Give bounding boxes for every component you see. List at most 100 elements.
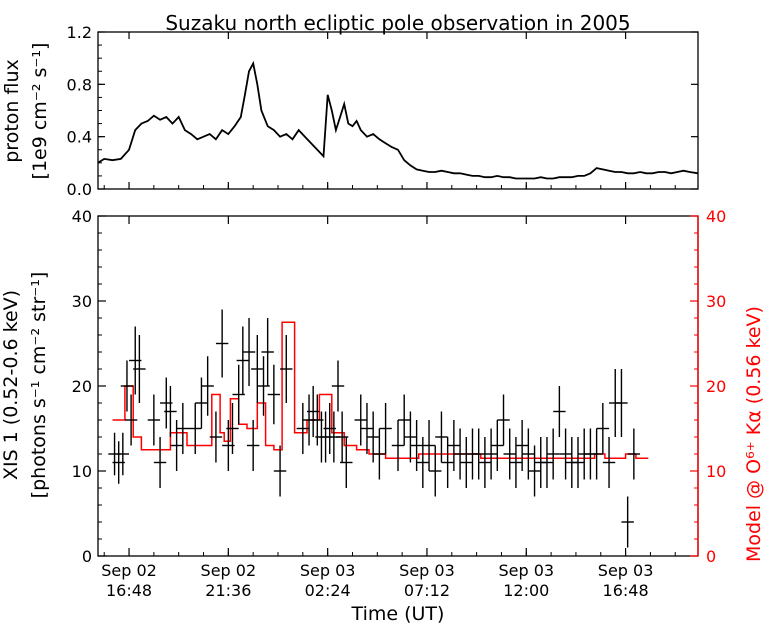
data-point <box>410 420 423 471</box>
data-point <box>404 411 417 463</box>
bottom-x-tick-label-date: Sep 03 <box>399 561 455 580</box>
data-point <box>340 437 353 488</box>
data-point <box>296 403 310 454</box>
x-axis-label: Time (UT) <box>351 603 445 625</box>
data-point <box>354 394 367 446</box>
data-point <box>261 318 274 386</box>
data-point <box>447 420 461 471</box>
data-point <box>491 420 504 471</box>
data-point <box>209 411 223 463</box>
bottom-right-y-tick-label: 0 <box>706 547 716 566</box>
data-point <box>478 437 492 488</box>
top-panel-frame <box>97 31 699 190</box>
bottom-x-tick-label-time: 02:24 <box>305 581 351 600</box>
data-point <box>515 420 529 471</box>
data-point <box>422 420 436 471</box>
data-point <box>522 428 535 480</box>
bottom-x-tick-label-date: Sep 02 <box>101 561 157 580</box>
bottom-left-y-tick-label: 10 <box>72 462 92 481</box>
bottom-right-y-label: Model @ O⁶⁺ Kα (0.56 keV) <box>743 306 765 562</box>
xis-data-points <box>108 309 641 548</box>
data-point <box>246 420 260 471</box>
data-point <box>366 411 380 463</box>
bottom-x-tick-label-time: 16:48 <box>603 581 649 600</box>
data-point <box>627 428 641 480</box>
bottom-x-tick-label-time: 16:48 <box>106 581 152 600</box>
top-y-ticks: 0.0 0.4 0.8 1.2 <box>67 23 698 199</box>
data-point <box>116 432 130 476</box>
data-point <box>398 394 411 446</box>
data-point <box>124 394 138 446</box>
bottom-y-label-line1: XIS 1 (0.52-0.6 keV) <box>0 290 22 480</box>
top-y-label-line1: proton flux <box>1 59 23 163</box>
bottom-panel-frame <box>97 215 699 557</box>
data-point <box>280 335 293 403</box>
data-point <box>176 403 190 454</box>
data-point <box>170 420 183 471</box>
data-point <box>546 428 560 480</box>
bottom-left-y-tick-label: 20 <box>72 377 92 396</box>
data-point <box>509 437 523 488</box>
bottom-right-y-tick-label: 10 <box>706 462 726 481</box>
top-x-ticks <box>103 32 676 189</box>
top-y-tick-label: 0.4 <box>67 128 92 147</box>
data-point <box>164 386 177 437</box>
data-point <box>267 364 281 425</box>
data-point <box>484 428 498 480</box>
bottom-x-tick-label-date: Sep 03 <box>598 561 654 580</box>
proton-flux-line <box>97 60 699 180</box>
data-point <box>540 437 554 488</box>
bottom-x-tick-label-date: Sep 02 <box>201 561 257 580</box>
data-point <box>602 437 616 488</box>
data-point <box>201 356 214 416</box>
chart-title: Suzaku north ecliptic pole observation i… <box>165 11 630 35</box>
bottom-right-y-tick-label: 30 <box>706 292 726 311</box>
top-y-tick-label: 0.8 <box>67 75 92 94</box>
bottom-left-y-ticks: 0 10 20 30 40 <box>72 207 106 566</box>
bottom-right-y-tick-label: 40 <box>706 207 726 226</box>
data-point <box>391 420 405 471</box>
data-point <box>242 318 256 386</box>
data-point <box>195 377 208 429</box>
data-point <box>147 394 161 446</box>
model-step-line <box>112 321 649 460</box>
data-point <box>441 437 454 488</box>
data-point <box>528 445 541 497</box>
data-point <box>273 445 287 497</box>
bottom-y-label-line2: [photons s⁻¹ cm⁻² str⁻¹] <box>28 272 50 499</box>
data-point <box>503 428 516 480</box>
data-point <box>460 437 473 488</box>
data-point <box>215 309 229 378</box>
bottom-x-tick-label-time: 21:36 <box>205 581 251 600</box>
top-y-tick-label: 1.2 <box>67 23 92 42</box>
bottom-x-tick-label-time: 07:12 <box>404 581 450 600</box>
data-point <box>615 369 628 437</box>
data-point <box>120 360 134 412</box>
data-point <box>621 496 634 548</box>
data-point <box>472 428 485 480</box>
data-point <box>497 394 510 446</box>
bottom-x-tick-label-date: Sep 03 <box>498 561 554 580</box>
bottom-left-y-tick-label: 40 <box>72 207 92 226</box>
data-point <box>559 428 572 480</box>
bottom-right-y-tick-label: 20 <box>706 377 726 396</box>
data-point <box>596 403 610 454</box>
data-point <box>133 335 146 403</box>
data-point <box>435 411 448 463</box>
bottom-x-tick-label-date: Sep 03 <box>300 561 356 580</box>
data-point <box>453 428 467 480</box>
bottom-left-y-tick-label: 30 <box>72 292 92 311</box>
top-y-label-line2: [1e9 cm⁻² s⁻¹] <box>29 43 51 180</box>
data-point <box>251 335 264 403</box>
data-point <box>236 326 250 395</box>
data-point <box>590 428 603 480</box>
proton-flux-panel: 0.0 0.4 0.8 1.2 proton flux [1e9 cm⁻² s⁻¹] <box>1 23 699 199</box>
data-point <box>226 403 239 454</box>
bottom-x-tick-label-time: 12:00 <box>503 581 549 600</box>
data-point <box>189 403 202 454</box>
top-y-tick-label: 0.0 <box>67 180 92 199</box>
data-point <box>153 437 167 488</box>
data-point <box>360 403 374 454</box>
bottom-right-y-ticks: 0 10 20 30 40 <box>690 207 726 566</box>
